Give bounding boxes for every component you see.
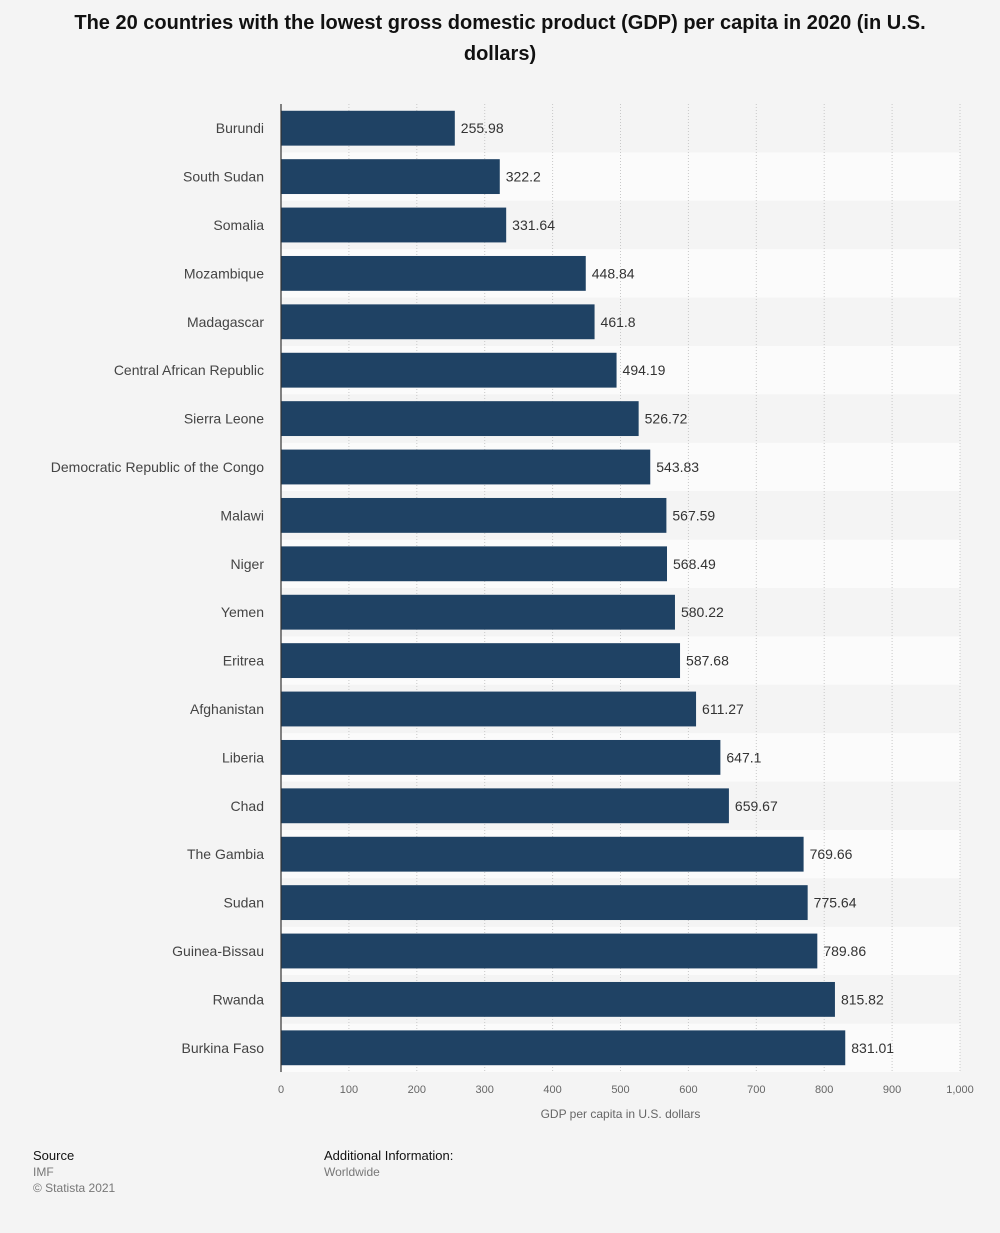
category-label: Afghanistan (190, 701, 264, 717)
bar (281, 836, 804, 872)
value-label: 568.49 (673, 556, 716, 572)
source-heading: Source (33, 1148, 75, 1163)
value-label: 611.27 (702, 701, 744, 717)
bar (281, 643, 681, 679)
category-label: South Sudan (183, 169, 264, 185)
bar (281, 691, 697, 727)
bar (281, 933, 818, 969)
category-label: Eritrea (223, 653, 264, 669)
chart-title: The 20 countries with the lowest gross d… (74, 12, 926, 65)
x-tick-label: 400 (543, 1084, 561, 1096)
bar (281, 401, 639, 437)
bar (281, 981, 835, 1017)
bar (281, 739, 721, 775)
category-label: Niger (231, 556, 265, 572)
bar (281, 788, 729, 824)
bar (281, 255, 586, 291)
bar (281, 207, 507, 243)
value-label: 526.72 (645, 411, 688, 427)
category-label: Yemen (221, 604, 264, 620)
bar (281, 497, 667, 533)
x-tick-label: 300 (476, 1084, 494, 1096)
value-label: 659.67 (735, 798, 778, 814)
additional-info-block: Additional Information: Worldwide (324, 1148, 453, 1180)
category-label: Chad (231, 798, 264, 814)
category-label: Mozambique (184, 265, 264, 281)
bar (281, 594, 675, 630)
x-tick-label: 0 (278, 1084, 284, 1096)
x-tick-label: 100 (340, 1084, 358, 1096)
value-label: 567.59 (672, 507, 715, 523)
category-label: Sierra Leone (184, 411, 264, 427)
value-label: 815.82 (841, 991, 884, 1007)
x-tick-label: 700 (747, 1084, 765, 1096)
x-tick-label: 1,000 (946, 1084, 974, 1096)
category-label: Somalia (213, 217, 264, 233)
source-value[interactable]: IMF (33, 1165, 54, 1179)
category-label: Burundi (216, 120, 264, 136)
value-label: 769.66 (810, 846, 853, 862)
value-label: 461.8 (601, 314, 636, 330)
bar (281, 885, 808, 921)
category-label: Guinea-Bissau (172, 943, 264, 959)
bar (281, 546, 668, 582)
bar (281, 1030, 846, 1066)
bar (281, 159, 500, 195)
x-tick-label: 200 (408, 1084, 426, 1096)
value-label: 543.83 (656, 459, 699, 475)
category-label: Burkina Faso (182, 1040, 265, 1056)
category-label: Liberia (222, 749, 264, 765)
value-label: 789.86 (823, 943, 866, 959)
category-label: Democratic Republic of the Congo (51, 459, 264, 475)
category-label: Malawi (220, 507, 264, 523)
bar (281, 304, 595, 340)
value-label: 831.01 (851, 1040, 894, 1056)
value-label: 647.1 (726, 749, 761, 765)
source-block: Source IMF © Statista 2021 (33, 1148, 115, 1196)
value-label: 255.98 (461, 120, 504, 136)
bar (281, 110, 455, 146)
value-label: 587.68 (686, 653, 729, 669)
value-label: 331.64 (512, 217, 555, 233)
x-axis-title: GDP per capita in U.S. dollars (541, 1107, 701, 1121)
value-label: 494.19 (623, 362, 666, 378)
value-label: 322.2 (506, 169, 541, 185)
copyright: © Statista 2021 (33, 1181, 116, 1195)
additional-info-heading[interactable]: Additional Information: (324, 1148, 454, 1163)
x-tick-label: 800 (815, 1084, 833, 1096)
category-label: The Gambia (187, 846, 264, 862)
category-label: Sudan (224, 895, 264, 911)
category-label: Madagascar (187, 314, 264, 330)
x-tick-label: 900 (883, 1084, 901, 1096)
category-label: Rwanda (213, 991, 265, 1007)
bar-chart: Burundi 255.98 South Sudan 322.2 Somalia 331.… (51, 104, 974, 1121)
x-tick-label: 500 (611, 1084, 629, 1096)
bar (281, 352, 617, 388)
value-label: 775.64 (814, 895, 857, 911)
category-label: Central African Republic (114, 362, 264, 378)
additional-info-value: Worldwide (324, 1165, 380, 1179)
value-label: 448.84 (592, 265, 635, 281)
bar (281, 449, 651, 485)
value-label: 580.22 (681, 604, 724, 620)
x-tick-label: 600 (679, 1084, 697, 1096)
